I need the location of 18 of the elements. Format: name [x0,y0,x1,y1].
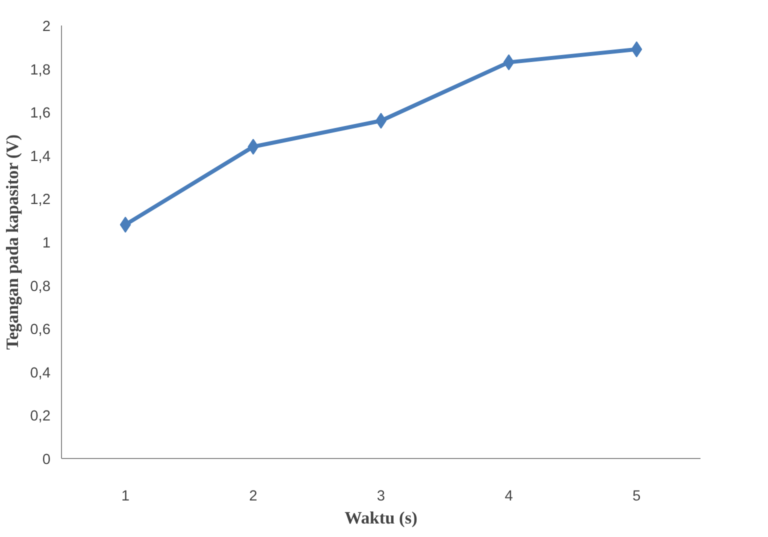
x-tick-label: 2 [249,488,258,504]
x-tick-label: 5 [632,488,641,504]
y-tick-label: 0,8 [30,278,50,295]
x-axis-title: Waktu (s) [344,508,418,528]
y-axis-title: Tegangan pada kapasitor (V) [3,134,22,350]
y-tick-label: 0,4 [30,365,50,382]
x-tick-label: 4 [504,488,513,504]
y-tick-label: 1,4 [30,148,50,165]
x-tick-label: 3 [376,488,386,504]
y-tick-label: 1,8 [30,62,50,78]
y-tick-label: 0 [42,452,51,468]
y-tick-label: 1 [42,236,51,252]
y-tick-label: 0,6 [30,322,50,338]
y-tick-label: 1,2 [30,192,50,208]
y-tick-label: 0,2 [30,408,50,425]
x-tick-label: 1 [121,488,130,504]
y-tick-label: 2 [42,19,51,35]
y-tick-label: 1,6 [30,106,50,122]
